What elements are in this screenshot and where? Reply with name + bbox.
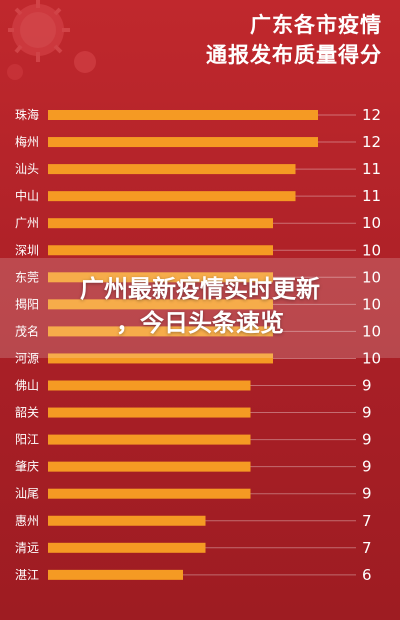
title-line-2: 通报发布质量得分 [206, 43, 382, 67]
category-label: 韶关 [15, 405, 39, 420]
value-label: 10 [362, 241, 381, 259]
category-label: 肇庆 [15, 459, 39, 474]
value-label: 9 [362, 377, 372, 395]
category-label: 珠海 [15, 107, 39, 122]
virus-icon [7, 0, 96, 80]
bar [48, 164, 296, 175]
bar [48, 299, 273, 310]
value-label: 10 [362, 295, 381, 313]
bar [48, 326, 273, 337]
value-label: 10 [362, 322, 381, 340]
overlay-line-1: 广州最新疫情实时更新 [80, 275, 320, 303]
bar [48, 407, 251, 418]
bar [48, 488, 251, 499]
bar [48, 218, 273, 229]
bar [48, 110, 318, 120]
value-label: 9 [362, 485, 372, 503]
value-label: 11 [362, 187, 381, 205]
category-label: 深圳 [15, 243, 39, 257]
category-label: 东莞 [15, 270, 39, 284]
value-label: 7 [362, 512, 372, 530]
value-label: 9 [362, 431, 372, 449]
category-label: 清远 [15, 541, 39, 555]
value-label: 9 [362, 458, 372, 476]
category-label: 中山 [15, 188, 39, 203]
bar [48, 380, 251, 391]
bar [48, 461, 251, 472]
bar [48, 569, 183, 580]
category-label: 汕头 [15, 162, 39, 176]
value-label: 12 [362, 106, 381, 124]
value-label: 9 [362, 404, 372, 422]
bar [48, 434, 251, 445]
value-label: 11 [362, 160, 381, 178]
bar [48, 137, 318, 148]
category-label: 湛江 [15, 568, 39, 582]
bar [48, 245, 273, 256]
value-label: 12 [362, 133, 381, 151]
overlay-headline[interactable]: 广州最新疫情实时更新 ，今日头条速览 [0, 272, 400, 340]
title-line-1: 广东各市疫情 [250, 13, 382, 37]
value-label: 6 [362, 566, 372, 584]
bar [48, 542, 206, 553]
value-label: 10 [362, 349, 381, 367]
category-label: 茂名 [15, 323, 39, 338]
overlay-line-2: ，今日头条速览 [116, 309, 284, 337]
chart-title: 广东各市疫情 通报发布质量得分 [206, 10, 382, 70]
bar [48, 272, 273, 283]
value-label: 10 [362, 268, 381, 286]
category-label: 阳江 [15, 433, 39, 447]
category-label: 广州 [15, 216, 39, 230]
bar [48, 515, 206, 526]
category-label: 佛山 [15, 379, 39, 393]
overlay-band [0, 258, 400, 358]
bar [48, 353, 273, 364]
category-label: 揭阳 [15, 296, 39, 311]
bar [48, 191, 296, 202]
category-label: 惠州 [15, 514, 39, 528]
category-label: 汕尾 [15, 487, 39, 501]
category-label: 河源 [15, 351, 39, 365]
value-label: 7 [362, 539, 372, 557]
value-label: 10 [362, 214, 381, 232]
category-label: 梅州 [15, 134, 39, 149]
